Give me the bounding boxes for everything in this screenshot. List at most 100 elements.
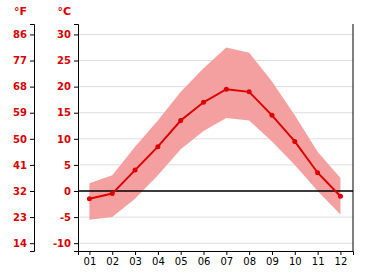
tick-label: 59 [13,107,27,118]
y2-axis: 86 77 68 59 50 41 32 23 14 [13,25,34,252]
tick-label: 14 [13,238,27,249]
tick: 20 [57,81,78,92]
tick: 32 [13,186,34,197]
tick: 15 [57,107,78,118]
tick-label: 06 [198,256,211,267]
marker [110,191,115,196]
tick-label: 41 [13,160,27,171]
tick-mark [30,113,34,114]
tick-mark [74,165,78,166]
zero-line [78,190,353,192]
tick: 5 [64,160,78,171]
y2-axis-title: °F [14,5,27,18]
tick-mark [158,251,159,255]
marker [201,100,206,105]
tick-mark [30,191,34,192]
tick-mark [249,251,250,255]
tick-label: 20 [57,81,71,92]
tick: 12 [335,251,348,267]
tick: 03 [129,251,142,267]
tick: 01 [84,251,97,267]
tick-label: 68 [13,81,27,92]
tick-label: 15 [57,107,71,118]
tick-mark [30,87,34,88]
tick: 08 [243,251,256,267]
tick: 25 [57,55,78,66]
tick-mark [74,191,78,192]
tick-label: 10 [57,134,71,145]
tick: -5 [60,212,78,223]
tick: 06 [198,251,211,267]
tick-mark [89,251,90,255]
tick-label: 50 [13,134,27,145]
tick: 50 [13,134,34,145]
tick: 59 [13,107,34,118]
tick-mark [30,217,34,218]
tick-mark [74,243,78,244]
tick-mark [30,139,34,140]
tick-mark [204,251,205,255]
tick: 11 [312,251,325,267]
tick-label: 01 [84,256,97,267]
tick-mark [30,165,34,166]
tick-mark [226,251,227,255]
axis-line [30,25,35,252]
y-axis: 30 25 20 15 10 5 0 -5 -10 [53,25,79,252]
marker [155,144,160,149]
tick-mark [30,61,34,62]
tick-label: 05 [175,256,188,267]
tick-mark [181,251,182,255]
marker [224,87,229,92]
tick: 86 [13,29,34,40]
tick: 68 [13,81,34,92]
tick-label: 02 [106,256,119,267]
grid [78,34,353,243]
tick-mark [74,34,78,35]
tick-label: 03 [129,256,142,267]
tick: 30 [57,29,78,40]
tick-label: 5 [64,160,71,171]
tick-mark [318,251,319,255]
plot-area [78,47,353,219]
tick-label: 32 [13,186,27,197]
marker [315,170,320,175]
tick-mark [112,251,113,255]
tick: 0 [64,186,78,197]
tick-label: 09 [266,256,279,267]
chart: 010203040506070809101112302520151050-5-1… [0,0,365,273]
tick-label: 12 [335,256,348,267]
marker [87,196,92,201]
tick-label: 86 [13,29,27,40]
tick-label: 30 [57,29,71,40]
tick: 10 [57,134,78,145]
grid-line [78,138,353,139]
tick-label: -10 [53,238,71,249]
grid-line [78,190,353,191]
marker [247,89,252,94]
marker [178,118,183,123]
tick-mark [74,217,78,218]
marker [133,168,138,173]
tick-mark [30,243,34,244]
frame-right [353,24,354,251]
tick: 10 [289,251,302,267]
tick: 04 [152,251,165,267]
tick-label: -5 [60,212,71,223]
tick-label: 0 [64,186,71,197]
grid-line [78,217,353,218]
tick: 14 [13,238,34,249]
tick-label: 23 [13,212,27,223]
tick-mark [30,34,34,35]
markers [87,87,343,202]
tick: 02 [106,251,119,267]
x-axis: 010203040506070809101112 [79,251,354,267]
grid-line [78,243,353,244]
tick: 77 [13,55,34,66]
axis-line [74,25,79,252]
tick-label: 25 [57,55,71,66]
tick: 23 [13,212,34,223]
tick-mark [74,139,78,140]
y-axis-title: °C [57,5,71,18]
marker [269,113,274,118]
tick-label: 04 [152,256,165,267]
